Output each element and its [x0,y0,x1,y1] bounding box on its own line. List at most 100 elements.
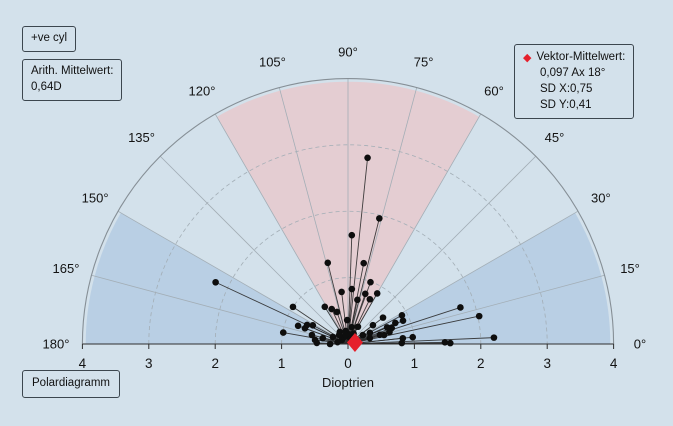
grid-radial-line [347,155,537,345]
mean-vector-diamond [346,333,363,353]
diagram-type-label: Polardiagramm [32,377,110,389]
data-point [289,303,297,311]
data-point [342,331,349,339]
grid-radial-line [278,87,349,345]
angle-label: 120° [189,84,216,99]
vector-line [347,157,369,345]
data-point [360,259,368,267]
angle-label: 75° [414,54,434,69]
data-point [354,323,362,331]
data-point [361,290,369,298]
vector-line [347,337,494,345]
data-point [348,231,356,239]
data-point [399,317,407,324]
legend-vector-value: 0,097 Ax 18° [540,66,606,79]
vector-line [347,218,380,345]
data-point [348,285,356,293]
data-point [398,312,406,319]
data-point [319,334,327,342]
data-point [334,338,341,346]
outer-arc [81,77,615,345]
data-point [366,295,374,303]
cylinder-sign-label: +ve cyl [31,32,68,44]
arithmetic-mean-box: Arith. Mittelwert: 0,64D [22,59,123,101]
angle-label: 45° [545,130,565,145]
data-point [376,215,383,222]
legend-row-title: ◆ Vektor-Mittelwert: [523,50,625,66]
arithmetic-mean-title: Arith. Mittelwert: [31,65,114,77]
data-point [475,312,483,320]
data-point [328,305,336,313]
angle-label: 0° [634,337,646,352]
data-point [398,339,406,347]
cylinder-sign-box: +ve cyl [22,26,77,52]
data-point [303,321,311,329]
data-point [446,339,454,347]
data-point [376,331,384,339]
against-the-rule-sector-left [85,212,348,344]
data-point [364,154,371,162]
grid-radial-line [91,274,349,345]
x-axis-title: Dioptrien [322,375,374,390]
angle-label: 165° [53,261,80,276]
data-point [490,334,498,341]
legend-sd-y: SD Y:0,41 [540,98,592,111]
data-point [313,339,321,347]
radial-tick-label: 4 [79,356,87,371]
angle-label: 60° [484,84,504,99]
radial-tick-label: 0 [344,356,352,371]
grid-arc [214,210,482,345]
legend-sd-x: SD X:0,75 [540,82,593,95]
radial-tick-label: 4 [610,356,618,371]
grid-radial-line [159,155,349,345]
data-point [379,314,387,321]
angle-label: 90° [338,45,358,60]
data-point [441,339,449,346]
data-point [457,304,464,311]
data-point [329,333,337,341]
data-point [326,340,334,348]
data-point [409,333,417,341]
radial-tick-label: 3 [543,356,551,371]
legend-title: Vektor-Mittelwert: [536,51,626,63]
data-point [348,323,356,331]
data-point [212,278,219,286]
data-point [369,321,377,329]
radial-tick-label: 1 [278,356,286,371]
data-point [373,290,381,297]
arithmetic-mean-value: 0,64D [31,80,62,93]
angle-label: 30° [591,191,611,206]
diagram-type-box: Polardiagramm [22,370,120,398]
data-point [383,324,391,331]
data-point [324,259,332,267]
angle-label: 135° [128,130,155,145]
data-point [335,331,343,339]
radial-tick-label: 3 [145,356,153,371]
grid-radial-line [117,210,349,345]
data-point [279,329,287,336]
grid-arc [281,277,415,345]
red-diamond-icon: ◆ [523,51,532,65]
data-point [392,319,399,327]
grid-radial-line [347,210,579,345]
radial-tick-label: 1 [411,356,419,371]
data-point [321,303,329,311]
angle-label: 15° [620,261,640,276]
data-point [333,308,341,316]
data-point [343,316,351,324]
data-point [294,322,302,330]
data-point [366,334,374,342]
vector-mean-legend: ◆ Vektor-Mittelwert: 0,097 Ax 18° SD X:0… [514,44,635,120]
data-point [367,278,374,286]
angle-label: 105° [259,54,286,69]
data-point [309,321,317,329]
against-the-rule-sector-right [348,212,611,344]
radial-tick-label: 2 [477,356,485,371]
data-point [308,331,316,339]
angle-label: 180° [43,337,70,352]
data-point [354,296,361,304]
angle-label: 150° [82,191,109,206]
data-point [338,288,345,296]
